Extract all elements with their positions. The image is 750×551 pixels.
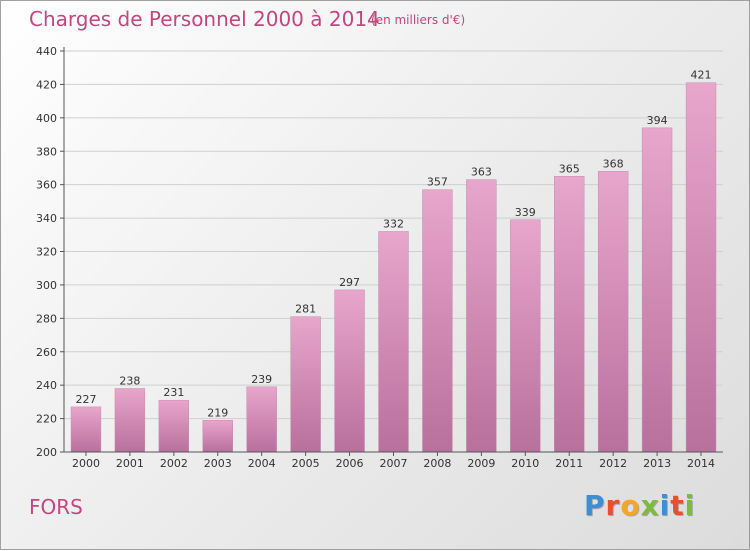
bar (290, 316, 321, 453)
bar-value-label: 239 (251, 373, 272, 386)
x-tick-label: 2001 (116, 457, 144, 470)
y-tick-label: 420 (36, 78, 57, 91)
logo-letter: x (640, 489, 660, 522)
y-tick-label: 360 (36, 179, 57, 192)
bar (202, 420, 233, 453)
town-name: FORS (29, 495, 83, 519)
bar (334, 289, 365, 453)
bar-value-label: 227 (75, 393, 96, 406)
bar (422, 189, 453, 453)
y-tick-label: 300 (36, 279, 57, 292)
y-tick-label: 320 (36, 246, 57, 259)
x-tick-label: 2012 (599, 457, 627, 470)
y-tick-label: 440 (36, 45, 57, 58)
bar-value-label: 339 (515, 206, 536, 219)
y-tick-label: 400 (36, 112, 57, 125)
y-tick-label: 280 (36, 312, 57, 325)
proxiti-logo: Proxiti (584, 489, 695, 522)
x-tick-label: 2014 (687, 457, 715, 470)
bar (597, 171, 629, 453)
logo-letter: o (620, 489, 641, 522)
y-tick-label: 340 (36, 212, 57, 225)
bar-value-label: 394 (647, 114, 668, 127)
chart-title: Charges de Personnel 2000 à 2014 (29, 7, 380, 31)
x-tick-label: 2005 (292, 457, 320, 470)
bar (510, 219, 541, 453)
x-tick-label: 2004 (248, 457, 276, 470)
bar (466, 179, 497, 453)
y-tick-label: 200 (36, 446, 57, 459)
bar-value-label: 297 (339, 276, 360, 289)
chart-subtitle: (en milliers d'€) (371, 13, 466, 27)
bar-value-label: 219 (207, 406, 228, 419)
x-tick-label: 2010 (511, 457, 539, 470)
bar-value-label: 231 (163, 386, 184, 399)
bar (246, 386, 277, 453)
x-tick-label: 2007 (380, 457, 408, 470)
x-tick-label: 2003 (204, 457, 232, 470)
bar-value-label: 368 (603, 157, 624, 170)
bar-value-label: 357 (427, 176, 448, 189)
bar (70, 406, 102, 453)
x-tick-label: 2011 (555, 457, 583, 470)
bar-value-label: 363 (471, 166, 492, 179)
bar (158, 399, 190, 453)
y-tick-label: 240 (36, 379, 57, 392)
bar (554, 176, 585, 453)
x-tick-label: 2002 (160, 457, 188, 470)
x-tick-label: 2006 (336, 457, 364, 470)
y-tick-label: 220 (36, 413, 57, 426)
logo-letter: P (584, 489, 606, 522)
bar-value-label: 365 (559, 162, 580, 175)
logo-letter: r (605, 489, 621, 522)
logo-letter: t (670, 489, 685, 522)
y-tick-label: 380 (36, 145, 57, 158)
bar-value-label: 332 (383, 217, 404, 230)
logo-letter: i (684, 489, 696, 522)
x-tick-label: 2008 (423, 457, 451, 470)
x-tick-label: 2013 (643, 457, 671, 470)
x-tick-label: 2000 (72, 457, 100, 470)
bar-value-label: 238 (119, 375, 140, 388)
bar (685, 82, 717, 453)
bar-value-label: 421 (691, 69, 712, 82)
bar (378, 231, 409, 453)
bar-value-label: 281 (295, 303, 316, 316)
y-tick-label: 260 (36, 346, 57, 359)
bar (114, 388, 146, 453)
logo-letter: i (659, 489, 671, 522)
x-tick-label: 2009 (467, 457, 495, 470)
bar (641, 127, 673, 453)
